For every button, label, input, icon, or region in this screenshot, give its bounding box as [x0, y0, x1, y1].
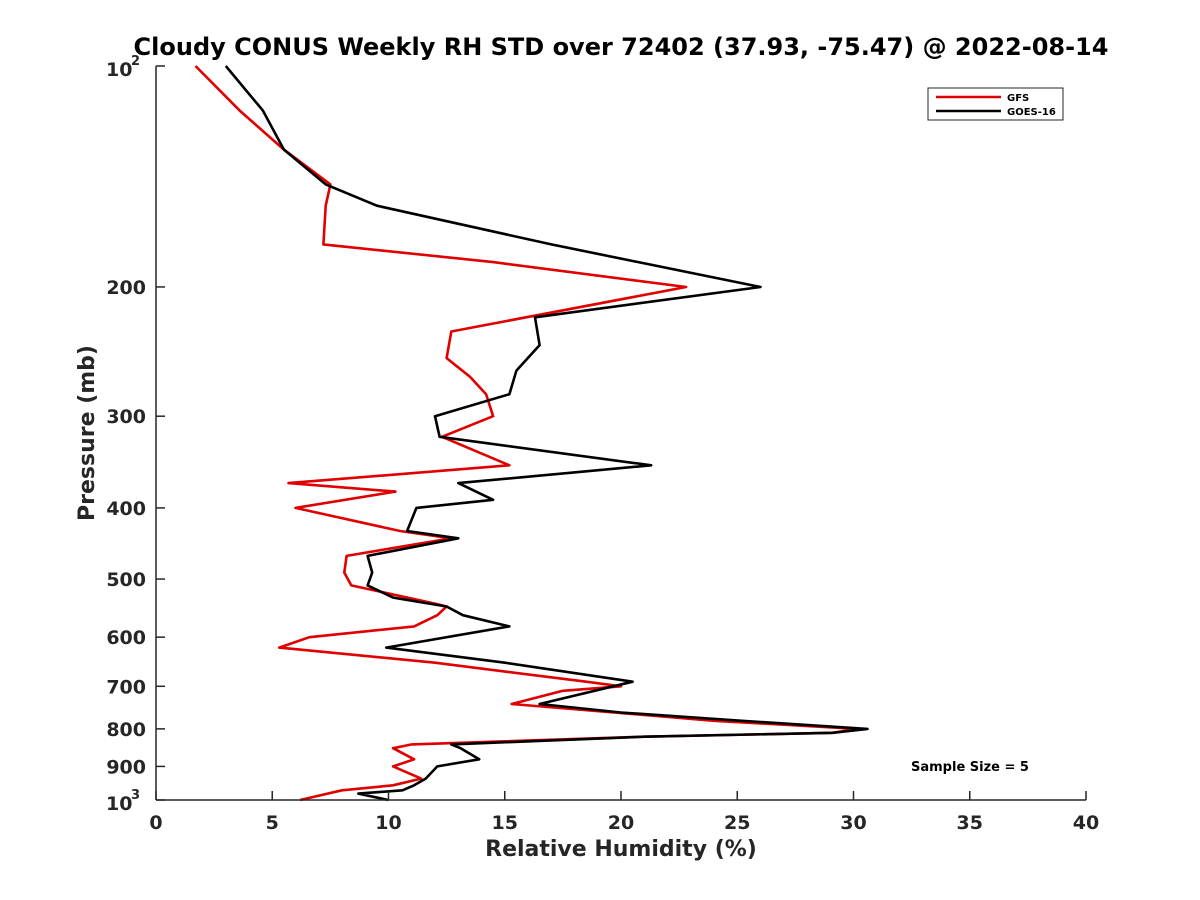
sample-size-annotation: Sample Size = 5 — [911, 760, 1029, 775]
x-ticks: 0 5 10 15 20 25 30 35 40 — [149, 791, 1099, 834]
y-tick-label: 800 — [106, 719, 146, 741]
legend: GFS GOES-16 — [927, 87, 1064, 121]
chart-title: Cloudy CONUS Weekly RH STD over 72402 (3… — [134, 33, 1109, 61]
y-tick-label: 900 — [106, 756, 146, 778]
y-tick-label: 200 — [106, 277, 146, 299]
x-tick-label: 25 — [724, 812, 750, 834]
y-tick-label: 300 — [106, 406, 146, 428]
plot-area — [156, 66, 1086, 800]
y-tick-label: 10 — [106, 59, 132, 81]
x-tick-label: 40 — [1073, 812, 1099, 834]
x-tick-label: 35 — [957, 812, 983, 834]
y-tick-label: 400 — [106, 498, 146, 520]
x-tick-label: 30 — [840, 812, 866, 834]
y-tick-label: 700 — [106, 676, 146, 698]
legend-label-gfs: GFS — [1007, 93, 1029, 104]
x-axis-label: Relative Humidity (%) — [485, 837, 757, 862]
legend-box — [927, 87, 1064, 121]
x-tick-label: 10 — [375, 812, 401, 834]
legend-label-goes16: GOES-16 — [1007, 107, 1056, 118]
y-tick-label: 600 — [106, 627, 146, 649]
series-line-goes16 — [224, 65, 869, 802]
series-lines — [194, 65, 869, 802]
x-tick-label: 5 — [266, 812, 279, 834]
x-tick-label: 0 — [149, 812, 162, 834]
x-tick-label: 20 — [608, 812, 634, 834]
y-tick-exponent: 2 — [131, 54, 140, 69]
y-tick-label: 10 — [106, 793, 132, 815]
x-tick-label: 15 — [492, 812, 518, 834]
y-tick-exponent: 3 — [131, 788, 140, 803]
y-tick-label: 500 — [106, 569, 146, 591]
y-axis-label: Pressure (mb) — [75, 345, 100, 521]
